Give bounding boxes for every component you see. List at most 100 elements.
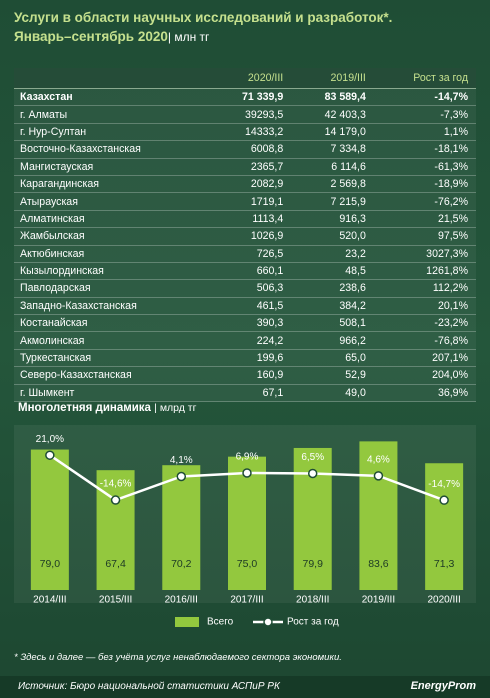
table-row: г. Алматы 39293,5 42 403,3 -7,3% xyxy=(14,105,476,124)
table-cell: Кызылординская xyxy=(14,262,209,281)
table-cell: 199,6 xyxy=(208,349,292,368)
bar xyxy=(30,449,69,590)
table-cell: Северо-Казахстанская xyxy=(14,366,209,385)
column-header: 2020/III xyxy=(208,68,292,89)
table-cell: 520,0 xyxy=(291,227,374,246)
table-cell: Западно-Казахстанская xyxy=(14,297,209,316)
growth-point xyxy=(307,468,318,479)
table-row: Мангистауская 2365,7 6 114,6 -61,3% xyxy=(14,158,476,176)
chart-title: Многолетняя динамика xyxy=(18,402,151,414)
table-cell: 461,5 xyxy=(208,297,292,316)
table-cell: Казахстан xyxy=(14,88,209,107)
column-header: 2019/III xyxy=(291,68,374,89)
bar xyxy=(228,456,266,590)
table-cell: Костанайская xyxy=(14,314,209,333)
table-cell: 36,9% xyxy=(373,384,476,403)
table-cell: г. Нур-Султан xyxy=(14,123,209,142)
table-cell: 6 114,6 xyxy=(291,158,374,176)
growth-label: -14,6% xyxy=(100,479,132,490)
bar xyxy=(425,463,464,590)
table-row: Жамбылская 1026,9 520,0 97,5% xyxy=(14,227,476,246)
table-cell: 160,9 xyxy=(208,366,292,385)
table-row: г. Шымкент 67,1 49,0 36,9% xyxy=(14,384,476,403)
growth-label: 4,1% xyxy=(170,455,193,466)
table-cell: 83 589,4 xyxy=(291,88,374,107)
table-cell: Акмолинская xyxy=(14,331,209,350)
value-label: 71,3 xyxy=(434,558,455,570)
value-label: 75,0 xyxy=(237,558,258,570)
source-bar: Источник: Бюро национальной статистики А… xyxy=(0,676,490,698)
table-row: Акмолинская 224,2 966,2 -76,8% xyxy=(14,331,476,350)
table-cell: 6008,8 xyxy=(208,140,292,159)
table-cell: 42 403,3 xyxy=(291,105,374,124)
table-cell: -14,7% xyxy=(373,88,476,107)
value-label: 79,0 xyxy=(40,558,61,570)
table-cell: 67,1 xyxy=(208,384,292,403)
table-cell: 207,1% xyxy=(373,349,476,368)
legend-marker xyxy=(263,617,273,627)
table-row: Атырауская 1719,1 7 215,9 -76,2% xyxy=(14,192,476,211)
chart-unit: | млрд тг xyxy=(154,402,197,414)
table-cell: 966,2 xyxy=(291,331,374,350)
table-cell: 506,3 xyxy=(208,279,292,298)
table-cell: 2082,9 xyxy=(208,175,292,194)
table-row: Кызылординская 660,1 48,5 1261,8% xyxy=(14,262,476,281)
table-row: Актюбинская 726,5 23,2 3027,3% xyxy=(14,245,476,263)
x-tick-label: 2016/III xyxy=(165,595,198,606)
table-cell: 14333,2 xyxy=(208,123,292,142)
legend-label: Рост за год xyxy=(287,617,339,628)
growth-label: -14,7% xyxy=(428,479,460,490)
footnote: * Здесь и далее — без учёта услуг ненабл… xyxy=(14,652,342,663)
table-row: Павлодарская 506,3 238,6 112,2% xyxy=(14,279,476,298)
table-cell: 508,1 xyxy=(291,314,374,333)
table-row: Карагандинская 2082,9 2 569,8 -18,9% xyxy=(14,175,476,194)
table-cell: -76,8% xyxy=(373,331,476,350)
table-cell: г. Алматы xyxy=(14,105,209,124)
subtitle: Январь–сентябрь 2020 xyxy=(14,29,168,44)
bar xyxy=(162,465,201,590)
table-row: Западно-Казахстанская 461,5 384,2 20,1% xyxy=(14,297,476,316)
table-cell: Восточно-Казахстанская xyxy=(14,140,209,159)
table-cell: Карагандинская xyxy=(14,175,209,194)
table-cell: -18,1% xyxy=(373,140,476,159)
value-label: 67,4 xyxy=(105,558,126,570)
x-tick-label: 2020/III xyxy=(427,595,460,606)
table-cell: 1719,1 xyxy=(208,192,292,211)
table-cell: г. Шымкент xyxy=(14,384,209,403)
x-tick-label: 2018/III xyxy=(296,595,329,606)
x-tick-label: 2015/III xyxy=(99,595,132,606)
table-row: Восточно-Казахстанская 6008,8 7 334,8 -18,1… xyxy=(14,140,476,159)
table-cell: Павлодарская xyxy=(14,279,209,298)
table-cell: 112,2% xyxy=(373,279,476,298)
x-tick-label: 2019/III xyxy=(362,595,395,606)
table-cell: Алматинская xyxy=(14,210,209,229)
table-cell: 384,2 xyxy=(291,297,374,316)
growth-point xyxy=(242,468,252,478)
unit: | млн тг xyxy=(167,30,210,44)
table-cell: Жамбылская xyxy=(14,227,209,246)
table-cell: 1261,8% xyxy=(373,262,476,281)
source: Источник: Бюро национальной статистики А… xyxy=(18,681,280,692)
growth-point xyxy=(439,495,449,505)
table-row: Костанайская 390,3 508,1 -23,2% xyxy=(14,314,476,333)
table-cell: 48,5 xyxy=(291,262,374,281)
table-header: 2020/III 2019/III Рост за год xyxy=(14,68,476,89)
title: Услуги в области научных исследований и … xyxy=(14,10,393,25)
legend-swatch xyxy=(175,617,199,627)
x-tick-label: 2014/III xyxy=(33,595,66,606)
growth-point xyxy=(110,495,121,505)
table-cell: 49,0 xyxy=(291,384,374,403)
table-cell: 224,2 xyxy=(208,331,292,350)
table-cell: 726,5 xyxy=(208,245,292,263)
growth-label: 4,6% xyxy=(367,454,390,465)
table-cell: 238,6 xyxy=(291,279,374,298)
table-cell: 39293,5 xyxy=(208,105,292,124)
table-cell: Туркестанская xyxy=(14,349,209,368)
table-cell: 3027,3% xyxy=(373,245,476,263)
legend-label: Всего xyxy=(207,617,234,628)
table-cell: Актюбинская xyxy=(14,245,209,263)
table-cell: 2365,7 xyxy=(208,158,292,176)
table-cell: 14 179,0 xyxy=(291,123,374,142)
